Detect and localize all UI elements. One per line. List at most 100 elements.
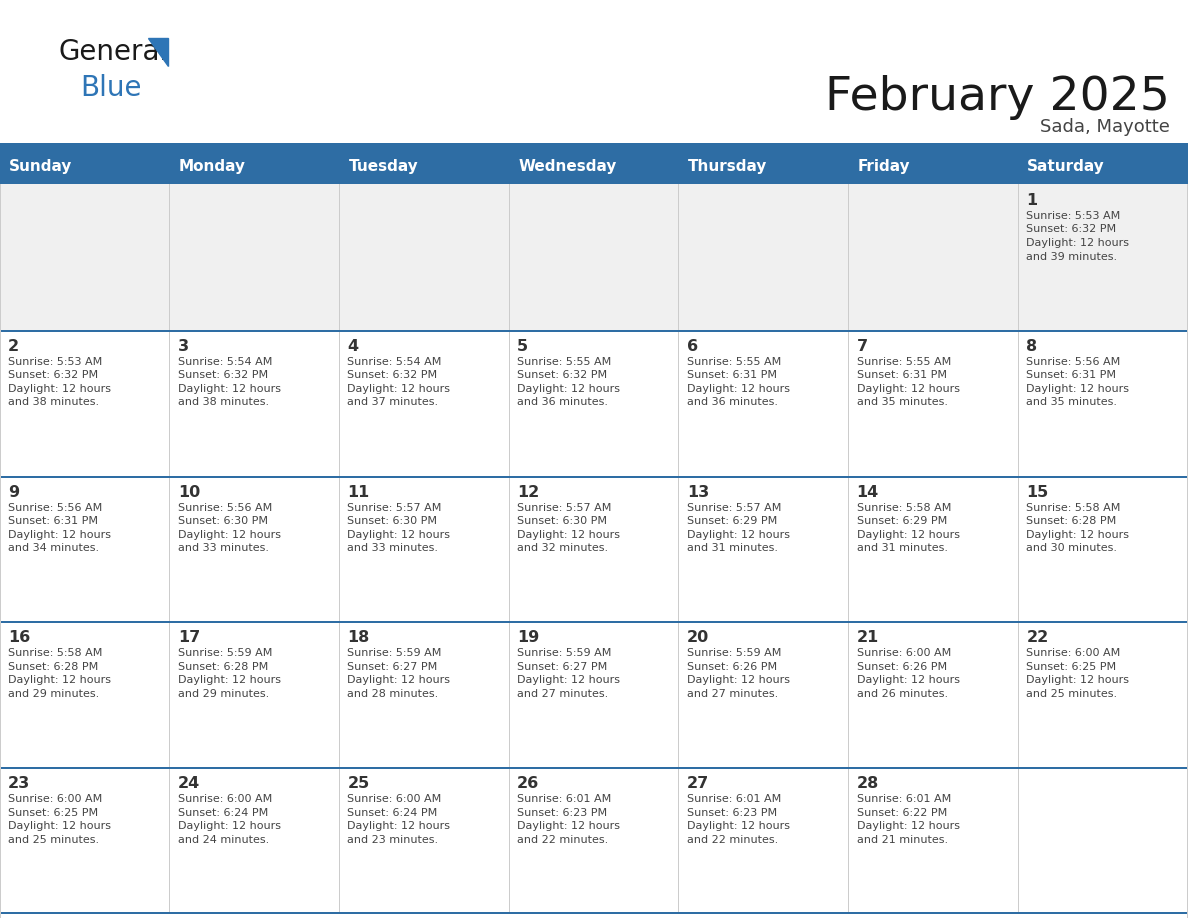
Bar: [0, 476, 1188, 621]
Polygon shape: [148, 38, 168, 66]
Text: 27: 27: [687, 777, 709, 791]
Bar: [170, 148, 340, 184]
Text: Sunset: 6:31 PM: Sunset: 6:31 PM: [8, 516, 97, 526]
Text: and 38 minutes.: and 38 minutes.: [8, 397, 99, 408]
Text: Daylight: 12 hours: Daylight: 12 hours: [347, 530, 450, 540]
Text: 1: 1: [1026, 193, 1037, 208]
Text: Sunset: 6:28 PM: Sunset: 6:28 PM: [8, 662, 99, 672]
Text: Sunset: 6:24 PM: Sunset: 6:24 PM: [178, 808, 268, 818]
Bar: [0, 330, 1188, 331]
Text: Sunrise: 5:59 AM: Sunrise: 5:59 AM: [178, 648, 272, 658]
Text: Sunrise: 6:01 AM: Sunrise: 6:01 AM: [517, 794, 612, 804]
Text: Sunrise: 5:55 AM: Sunrise: 5:55 AM: [687, 357, 781, 367]
Text: Sunrise: 5:54 AM: Sunrise: 5:54 AM: [347, 357, 442, 367]
Bar: [848, 148, 1018, 184]
Text: and 25 minutes.: and 25 minutes.: [8, 834, 99, 845]
Text: 17: 17: [178, 631, 200, 645]
Text: Sunset: 6:32 PM: Sunset: 6:32 PM: [1026, 225, 1117, 234]
Text: Sunrise: 6:00 AM: Sunrise: 6:00 AM: [178, 794, 272, 804]
Text: Daylight: 12 hours: Daylight: 12 hours: [687, 530, 790, 540]
Text: Daylight: 12 hours: Daylight: 12 hours: [1026, 384, 1130, 394]
Text: 15: 15: [1026, 485, 1049, 499]
Text: Sunset: 6:30 PM: Sunset: 6:30 PM: [347, 516, 437, 526]
Bar: [0, 621, 1188, 767]
Text: and 35 minutes.: and 35 minutes.: [857, 397, 948, 408]
Text: Sunset: 6:32 PM: Sunset: 6:32 PM: [178, 370, 267, 380]
Text: and 39 minutes.: and 39 minutes.: [1026, 252, 1118, 262]
Text: Daylight: 12 hours: Daylight: 12 hours: [178, 676, 280, 686]
Text: Sunset: 6:27 PM: Sunset: 6:27 PM: [347, 662, 437, 672]
Bar: [0, 330, 1188, 476]
Text: and 36 minutes.: and 36 minutes.: [687, 397, 778, 408]
Bar: [678, 148, 848, 184]
Bar: [0, 621, 1188, 623]
Text: 18: 18: [347, 631, 369, 645]
Text: and 33 minutes.: and 33 minutes.: [347, 543, 438, 554]
Text: Daylight: 12 hours: Daylight: 12 hours: [687, 822, 790, 831]
Text: 5: 5: [517, 339, 529, 353]
Text: Sunset: 6:28 PM: Sunset: 6:28 PM: [178, 662, 268, 672]
Text: and 36 minutes.: and 36 minutes.: [517, 397, 608, 408]
Text: 16: 16: [8, 631, 30, 645]
Text: Sunset: 6:32 PM: Sunset: 6:32 PM: [8, 370, 99, 380]
Text: and 30 minutes.: and 30 minutes.: [1026, 543, 1117, 554]
Text: Sunrise: 5:59 AM: Sunrise: 5:59 AM: [347, 648, 442, 658]
Text: Daylight: 12 hours: Daylight: 12 hours: [517, 822, 620, 831]
Text: 4: 4: [347, 339, 359, 353]
Text: Daylight: 12 hours: Daylight: 12 hours: [517, 676, 620, 686]
Text: 11: 11: [347, 485, 369, 499]
Text: Daylight: 12 hours: Daylight: 12 hours: [178, 384, 280, 394]
Text: Daylight: 12 hours: Daylight: 12 hours: [1026, 676, 1130, 686]
Text: 25: 25: [347, 777, 369, 791]
Text: Sunset: 6:31 PM: Sunset: 6:31 PM: [857, 370, 947, 380]
Text: Daylight: 12 hours: Daylight: 12 hours: [857, 822, 960, 831]
Text: and 23 minutes.: and 23 minutes.: [347, 834, 438, 845]
Text: 20: 20: [687, 631, 709, 645]
Text: Sunrise: 5:53 AM: Sunrise: 5:53 AM: [8, 357, 102, 367]
Text: 13: 13: [687, 485, 709, 499]
Text: Daylight: 12 hours: Daylight: 12 hours: [857, 384, 960, 394]
Text: Sunset: 6:24 PM: Sunset: 6:24 PM: [347, 808, 437, 818]
Text: Daylight: 12 hours: Daylight: 12 hours: [8, 822, 110, 831]
Text: 9: 9: [8, 485, 19, 499]
Bar: [0, 476, 1188, 477]
Text: Sunset: 6:23 PM: Sunset: 6:23 PM: [687, 808, 777, 818]
Bar: [510, 148, 678, 184]
Text: Sunrise: 6:00 AM: Sunrise: 6:00 AM: [347, 794, 442, 804]
Text: 19: 19: [517, 631, 539, 645]
Text: and 21 minutes.: and 21 minutes.: [857, 834, 948, 845]
Text: 7: 7: [857, 339, 867, 353]
Text: Daylight: 12 hours: Daylight: 12 hours: [687, 676, 790, 686]
Text: General: General: [58, 38, 168, 66]
Text: Daylight: 12 hours: Daylight: 12 hours: [1026, 530, 1130, 540]
Text: Daylight: 12 hours: Daylight: 12 hours: [1026, 238, 1130, 248]
Text: Daylight: 12 hours: Daylight: 12 hours: [347, 822, 450, 831]
Text: 22: 22: [1026, 631, 1049, 645]
Text: Monday: Monday: [178, 159, 246, 174]
Text: Sunset: 6:27 PM: Sunset: 6:27 PM: [517, 662, 607, 672]
Text: Sunrise: 6:01 AM: Sunrise: 6:01 AM: [687, 794, 781, 804]
Text: Daylight: 12 hours: Daylight: 12 hours: [857, 530, 960, 540]
Text: Sunset: 6:32 PM: Sunset: 6:32 PM: [347, 370, 437, 380]
Text: Daylight: 12 hours: Daylight: 12 hours: [687, 384, 790, 394]
Text: 8: 8: [1026, 339, 1037, 353]
Text: Daylight: 12 hours: Daylight: 12 hours: [347, 384, 450, 394]
Text: Sunset: 6:30 PM: Sunset: 6:30 PM: [178, 516, 267, 526]
Text: Sunrise: 5:56 AM: Sunrise: 5:56 AM: [178, 502, 272, 512]
Text: Sunset: 6:30 PM: Sunset: 6:30 PM: [517, 516, 607, 526]
Bar: [1018, 148, 1188, 184]
Text: 23: 23: [8, 777, 30, 791]
Text: Sunset: 6:31 PM: Sunset: 6:31 PM: [687, 370, 777, 380]
Text: Tuesday: Tuesday: [348, 159, 418, 174]
Text: and 25 minutes.: and 25 minutes.: [1026, 688, 1118, 699]
Text: Wednesday: Wednesday: [518, 159, 617, 174]
Text: and 22 minutes.: and 22 minutes.: [517, 834, 608, 845]
Text: Sunrise: 5:53 AM: Sunrise: 5:53 AM: [1026, 211, 1120, 221]
Bar: [0, 912, 1188, 914]
Text: Sunset: 6:31 PM: Sunset: 6:31 PM: [1026, 370, 1117, 380]
Text: Sunset: 6:28 PM: Sunset: 6:28 PM: [1026, 516, 1117, 526]
Text: 3: 3: [178, 339, 189, 353]
Text: Sunrise: 5:55 AM: Sunrise: 5:55 AM: [517, 357, 612, 367]
Bar: [0, 767, 1188, 913]
Text: and 24 minutes.: and 24 minutes.: [178, 834, 268, 845]
